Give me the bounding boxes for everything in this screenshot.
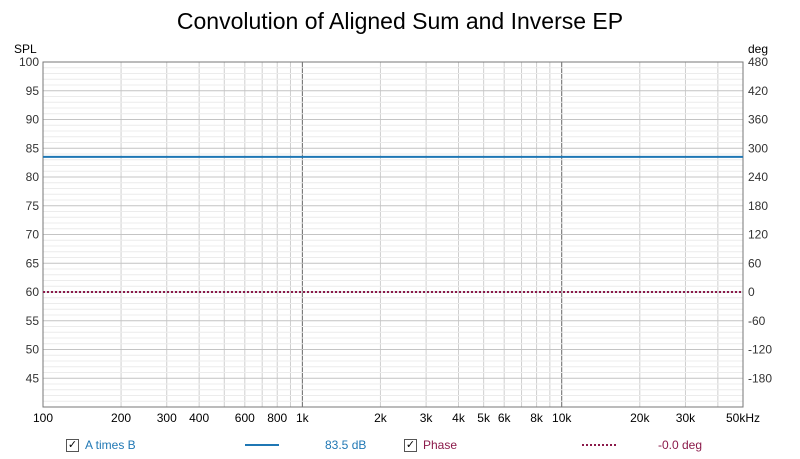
- x-tick-label: 4k: [452, 411, 466, 425]
- x-tick-label: 2k: [374, 411, 388, 425]
- x-tick-label: 400: [189, 411, 209, 425]
- x-tick-label: 100: [33, 411, 53, 425]
- legend-swatch-a-times-b: [245, 437, 279, 453]
- y-left-tick-label: 55: [26, 314, 40, 328]
- x-tick-label: 3k: [420, 411, 434, 425]
- y-right-tick-label: 60: [748, 256, 762, 270]
- y-right-tick-label: 180: [748, 199, 768, 213]
- x-tick-label: 600: [235, 411, 255, 425]
- x-tick-label: 50kHz: [726, 411, 760, 425]
- y-right-tick-label: -120: [748, 343, 772, 357]
- y-left-axis-label: SPL: [14, 42, 37, 56]
- y-right-tick-label: 120: [748, 228, 768, 242]
- x-tick-label: 8k: [530, 411, 544, 425]
- y-right-tick-label: 420: [748, 84, 768, 98]
- x-tick-label: 200: [111, 411, 131, 425]
- y-right-tick-label: 300: [748, 141, 768, 155]
- legend-label-phase: Phase: [423, 438, 458, 452]
- y-right-tick-label: 0: [748, 285, 755, 299]
- swatch-dotted-line: [582, 444, 616, 446]
- swatch-solid-line: [245, 444, 279, 446]
- y-right-tick-label: 360: [748, 113, 768, 127]
- y-left-tick-label: 45: [26, 371, 40, 385]
- y-left-tick-label: 65: [26, 256, 40, 270]
- x-tick-label: 20k: [630, 411, 650, 425]
- y-right-axis-label: deg: [748, 42, 768, 56]
- x-tick-label: 800: [267, 411, 287, 425]
- legend-item-a-times-b[interactable]: ✓ A times B: [66, 437, 136, 453]
- x-tick-label: 300: [157, 411, 177, 425]
- legend-swatch-phase: [582, 437, 616, 453]
- y-left-tick-label: 60: [26, 285, 40, 299]
- checkbox-phase[interactable]: ✓: [404, 438, 417, 452]
- checkbox-a-times-b[interactable]: ✓: [66, 438, 79, 452]
- plot-frame: [42, 61, 744, 408]
- y-left-tick-label: 90: [26, 113, 40, 127]
- y-right-tick-label: -60: [748, 314, 766, 328]
- y-right-tick-label: -180: [748, 371, 772, 385]
- readout-a-times-b: 83.5 dB: [325, 438, 367, 452]
- y-left-tick-label: 50: [26, 343, 40, 357]
- x-tick-label: 30k: [676, 411, 696, 425]
- x-tick-label: 10k: [552, 411, 572, 425]
- y-left-tick-label: 75: [26, 199, 40, 213]
- x-tick-label: 5k: [477, 411, 491, 425]
- chart-title: Convolution of Aligned Sum and Inverse E…: [176, 8, 624, 34]
- axis-labels: 100 200 300 400 600 800 1k 2k 3k 4k 5k 6k 8k 10k 20k 30…: [14, 42, 772, 425]
- y-left-tick-label: 70: [26, 228, 40, 242]
- y-left-tick-label: 85: [26, 141, 40, 155]
- y-right-tick-label: 240: [748, 170, 768, 184]
- y-right-tick-label: 480: [748, 55, 768, 69]
- grid-lines: [42, 61, 744, 408]
- series-lines: [43, 155, 743, 293]
- x-tick-label: 1k: [296, 411, 310, 425]
- legend-item-phase[interactable]: ✓ Phase: [404, 437, 457, 453]
- y-left-tick-label: 100: [19, 55, 39, 69]
- y-left-tick-label: 95: [26, 84, 40, 98]
- y-left-tick-label: 80: [26, 170, 40, 184]
- x-tick-label: 6k: [498, 411, 512, 425]
- readout-phase: -0.0 deg: [658, 438, 703, 452]
- legend-label-a-times-b: A times B: [85, 438, 136, 452]
